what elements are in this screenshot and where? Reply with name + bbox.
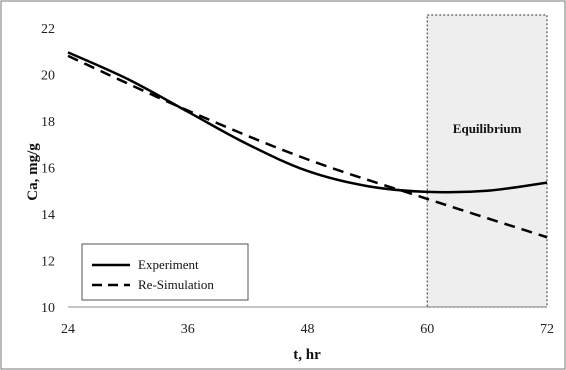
y-tick-label: 20	[41, 69, 55, 84]
x-tick-label: 60	[420, 322, 434, 337]
series-line-experiment	[67, 51, 548, 194]
y-tick-label: 16	[41, 162, 55, 177]
x-tick-labels: 24 36 48 60 72	[61, 322, 554, 337]
equilibrium-region	[426, 14, 548, 308]
y-tick-label: 22	[41, 22, 55, 37]
x-tick-label: 72	[540, 322, 554, 337]
legend: Experiment Re-Simulation	[81, 243, 249, 301]
x-axis-title: t, hr	[293, 347, 321, 363]
y-tick-label: 12	[41, 255, 55, 270]
y-tick-labels: 10 12 14 16 18 20 22	[41, 22, 55, 316]
legend-label-experiment: Experiment	[138, 257, 199, 272]
series-lines	[67, 51, 548, 239]
series-line-re-simulation	[67, 54, 548, 239]
y-axis-title: Ca, mg/g	[25, 143, 41, 201]
equilibrium-label: Equilibrium	[453, 121, 522, 136]
y-tick-label: 18	[41, 115, 55, 130]
x-tick-label: 36	[181, 322, 195, 337]
equilibrium-shaded-box	[426, 14, 548, 308]
y-tick-label: 14	[41, 208, 55, 223]
legend-label-re-simulation: Re-Simulation	[138, 277, 214, 292]
y-tick-label: 10	[41, 301, 55, 316]
legend-box	[81, 243, 249, 301]
x-tick-label: 24	[61, 322, 75, 337]
x-tick-label: 48	[301, 322, 315, 337]
